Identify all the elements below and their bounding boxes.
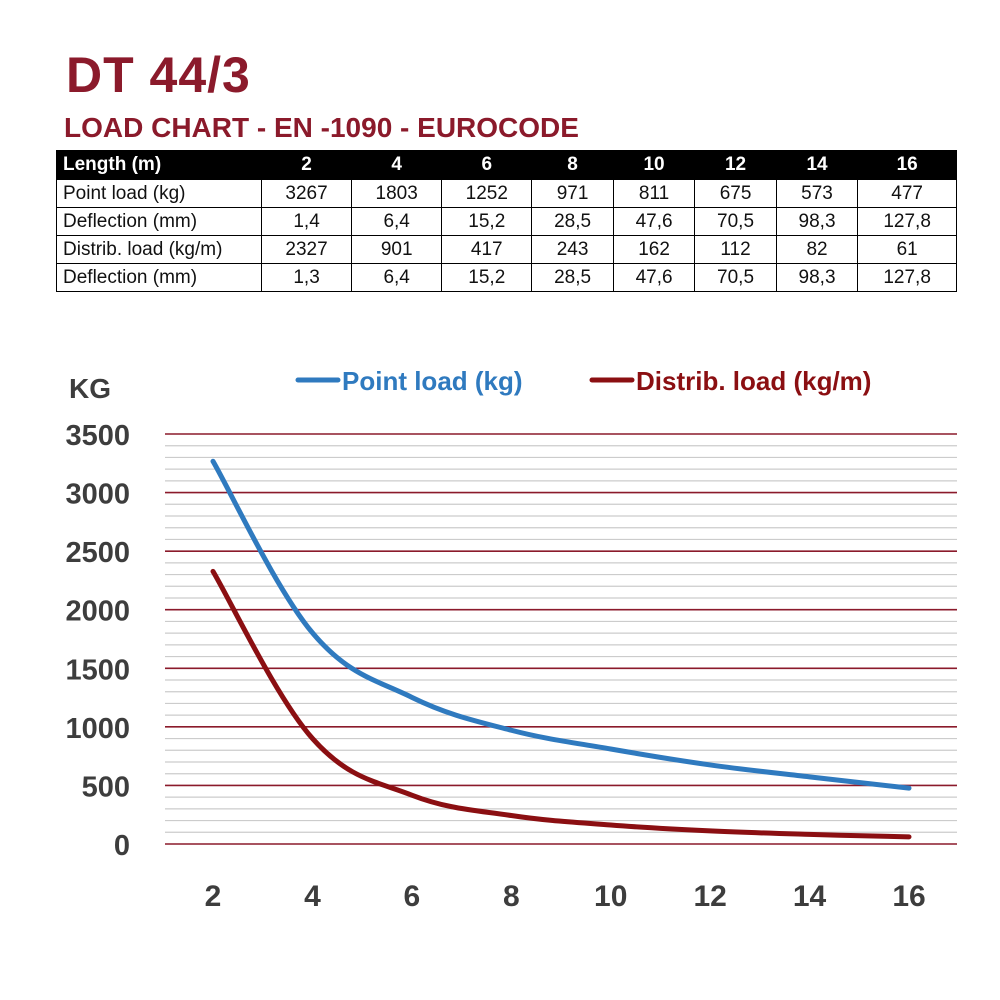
series-line-distrib-load xyxy=(210,568,912,840)
table-row: Point load (kg) 3267 1803 1252 971 811 6… xyxy=(56,179,957,208)
table-header-cell: Length (m) xyxy=(56,150,262,180)
table-cell: 28,5 xyxy=(531,207,614,236)
table-cell: 1,4 xyxy=(260,207,353,236)
table-cell: 127,8 xyxy=(857,207,957,236)
chart-legend: Point load (kg) Distrib. load (kg/m) xyxy=(295,366,871,396)
table-cell: 61 xyxy=(857,235,957,264)
legend-label: Distrib. load (kg/m) xyxy=(636,366,871,396)
table-header-cell: 6 xyxy=(441,150,533,180)
chart-series xyxy=(210,458,912,840)
y-tick-label: 3000 xyxy=(65,479,130,511)
table-header-cell: 10 xyxy=(612,150,696,180)
legend-label: Point load (kg) xyxy=(342,366,523,396)
y-tick-label: 0 xyxy=(114,830,130,862)
table-cell: 112 xyxy=(694,235,777,264)
table-cell: Deflection (mm) xyxy=(56,263,262,292)
table-header-cell: 8 xyxy=(531,150,614,180)
table-cell: 70,5 xyxy=(694,263,777,292)
chart-grid xyxy=(165,433,957,845)
table-cell: 1803 xyxy=(351,179,443,208)
table-row: Deflection (mm) 1,4 6,4 15,2 28,5 47,6 7… xyxy=(56,207,957,236)
table-cell: 971 xyxy=(531,179,614,208)
y-tick-label: 1000 xyxy=(65,713,130,745)
y-tick-label: 2000 xyxy=(65,596,130,628)
table-row: Deflection (mm) 1,3 6,4 15,2 28,5 47,6 7… xyxy=(56,263,957,292)
table-cell: 162 xyxy=(612,235,696,264)
table-header-cell: 2 xyxy=(260,150,353,180)
y-tick-label: 1500 xyxy=(65,654,130,686)
table-cell: 82 xyxy=(775,235,859,264)
load-table: Length (m) 2 4 6 8 10 12 14 16 Point loa… xyxy=(56,150,957,292)
table-cell: 675 xyxy=(694,179,777,208)
table-cell: 811 xyxy=(612,179,696,208)
table-cell: Distrib. load (kg/m) xyxy=(56,235,262,264)
table-header-row: Length (m) 2 4 6 8 10 12 14 16 xyxy=(56,150,957,180)
table-cell: 70,5 xyxy=(694,207,777,236)
table-cell: 127,8 xyxy=(857,263,957,292)
table-cell: 573 xyxy=(775,179,859,208)
table-cell: 417 xyxy=(441,235,533,264)
table-cell: 28,5 xyxy=(531,263,614,292)
table-cell: 1,3 xyxy=(260,263,353,292)
table-cell: 2327 xyxy=(260,235,353,264)
table-cell: 47,6 xyxy=(612,207,696,236)
table-row: Distrib. load (kg/m) 2327 901 417 243 16… xyxy=(56,235,957,264)
table-cell: 15,2 xyxy=(441,263,533,292)
table-cell: 243 xyxy=(531,235,614,264)
table-cell: 477 xyxy=(857,179,957,208)
table-cell: Point load (kg) xyxy=(56,179,262,208)
load-chart: KG Point load (kg) Distrib. load (kg/m) 0… xyxy=(65,366,957,913)
table-header-cell: 4 xyxy=(351,150,443,180)
table-cell: 98,3 xyxy=(775,207,859,236)
chart-ticks: 0 500 1000 1500 2000 2500 3000 3500 2 4 6 8 10 12 14 16 xyxy=(65,420,925,913)
y-tick-label: 500 xyxy=(82,771,130,803)
x-tick-label: 14 xyxy=(793,880,827,913)
table-cell: 6,4 xyxy=(351,263,443,292)
x-tick-label: 8 xyxy=(503,880,520,913)
page-title: DT 44/3 xyxy=(66,47,251,103)
table-cell: 98,3 xyxy=(775,263,859,292)
y-tick-label: 2500 xyxy=(65,537,130,569)
series-line-point-load xyxy=(210,458,912,791)
table-cell: 3267 xyxy=(260,179,353,208)
x-tick-label: 10 xyxy=(594,880,627,913)
x-tick-label: 12 xyxy=(693,880,726,913)
table-cell: 15,2 xyxy=(441,207,533,236)
table-cell: 1252 xyxy=(441,179,533,208)
table-cell: 47,6 xyxy=(612,263,696,292)
x-tick-label: 6 xyxy=(404,880,421,913)
table-cell: 901 xyxy=(351,235,443,264)
table-header-cell: 16 xyxy=(857,150,957,180)
x-tick-label: 16 xyxy=(892,880,925,913)
x-tick-label: 2 xyxy=(205,880,222,913)
page-subtitle: LOAD CHART - EN -1090 - EUROCODE xyxy=(64,112,579,143)
table-header-cell: 12 xyxy=(694,150,777,180)
y-axis-label: KG xyxy=(69,373,111,404)
table-header-cell: 14 xyxy=(775,150,859,180)
table-cell: Deflection (mm) xyxy=(56,207,262,236)
x-tick-label: 4 xyxy=(304,880,321,913)
table-cell: 6,4 xyxy=(351,207,443,236)
y-tick-label: 3500 xyxy=(65,420,130,452)
